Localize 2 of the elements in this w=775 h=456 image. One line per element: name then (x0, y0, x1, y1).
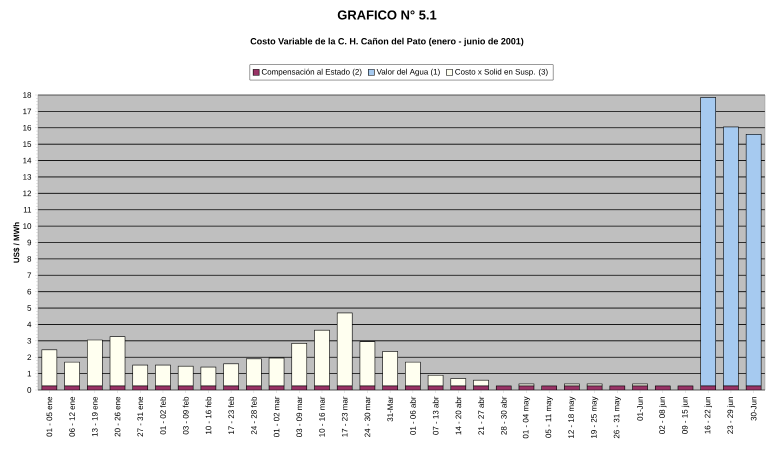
chart-title: GRAFICO N° 5.1 (338, 10, 436, 20)
chart-subtitle: Costo Variable de la C. H. Cañon del Pato (enero - junio de 2001) (250, 38, 524, 46)
